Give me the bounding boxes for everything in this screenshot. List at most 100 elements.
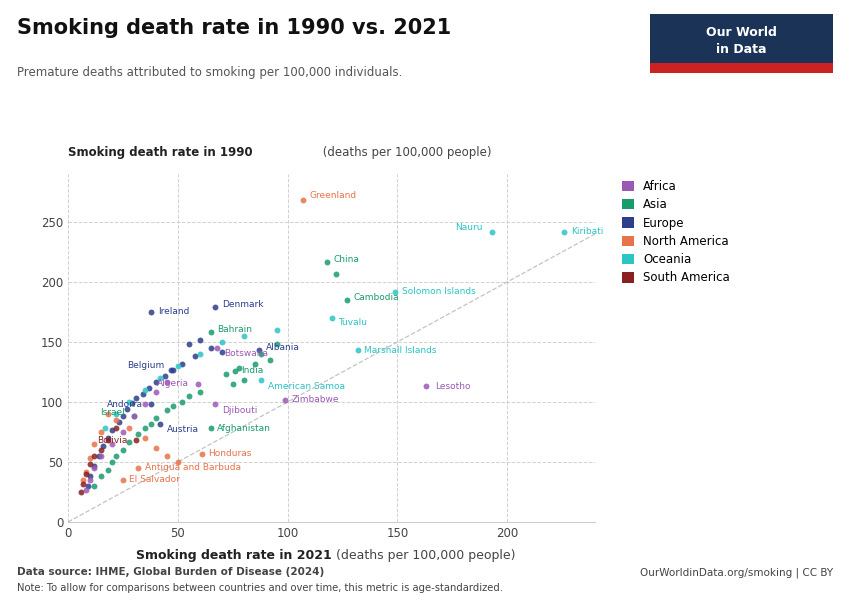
Text: Albania: Albania: [265, 343, 299, 352]
Point: [83, 472, 97, 481]
Legend: Africa, Asia, Europe, North America, Oceania, South America: Africa, Asia, Europe, North America, Oce…: [622, 180, 730, 284]
Point: [175, 359, 189, 368]
Point: [127, 412, 140, 421]
Text: Denmark: Denmark: [222, 300, 264, 310]
Point: [211, 343, 224, 353]
Text: in Data: in Data: [717, 43, 767, 56]
Text: Andorra: Andorra: [106, 400, 143, 409]
Point: [96, 442, 110, 451]
Point: [149, 413, 162, 422]
Point: [79, 467, 93, 476]
Point: [110, 451, 123, 461]
Point: [351, 346, 365, 355]
Text: China: China: [334, 254, 360, 263]
Point: [138, 385, 151, 395]
Point: [219, 370, 233, 379]
Point: [226, 379, 240, 389]
Point: [485, 227, 499, 236]
Point: [79, 469, 93, 479]
Point: [144, 307, 158, 317]
Text: Data source: IHME, Global Burden of Disease (2024): Data source: IHME, Global Burden of Dise…: [17, 567, 324, 577]
Point: [88, 439, 101, 449]
Point: [149, 377, 162, 386]
Point: [232, 364, 246, 373]
Point: [105, 425, 119, 434]
Point: [138, 424, 151, 433]
Text: Marshall Islands: Marshall Islands: [365, 346, 437, 355]
Text: Nauru: Nauru: [456, 223, 483, 232]
Text: Cambodia: Cambodia: [354, 293, 399, 302]
Point: [94, 427, 108, 437]
Point: [160, 451, 173, 461]
Point: [132, 430, 145, 439]
Point: [204, 343, 218, 353]
Point: [132, 463, 145, 473]
Point: [167, 401, 180, 410]
Point: [105, 457, 119, 467]
Text: Antigua and Barbuda: Antigua and Barbuda: [144, 463, 241, 473]
Point: [175, 397, 189, 407]
Point: [149, 388, 162, 397]
Point: [215, 347, 229, 356]
Point: [88, 461, 101, 470]
Point: [149, 443, 162, 452]
Point: [252, 346, 266, 355]
Point: [193, 349, 207, 359]
Point: [127, 412, 140, 421]
Point: [167, 365, 180, 374]
Point: [340, 295, 354, 305]
Text: Smoking death rate in 1990 vs. 2021: Smoking death rate in 1990 vs. 2021: [17, 18, 451, 38]
Text: Tuvalu: Tuvalu: [338, 318, 367, 328]
Point: [111, 418, 125, 427]
Text: OurWorldinData.org/smoking | CC BY: OurWorldinData.org/smoking | CC BY: [640, 567, 833, 577]
Point: [193, 388, 207, 397]
Point: [105, 439, 119, 449]
Point: [204, 424, 218, 433]
Point: [388, 287, 402, 296]
Point: [189, 352, 202, 361]
Point: [208, 302, 222, 312]
Point: [83, 454, 97, 463]
Point: [88, 481, 101, 491]
Point: [121, 404, 134, 414]
Point: [100, 433, 114, 443]
Text: Smoking death rate in 2021: Smoking death rate in 2021: [136, 549, 332, 562]
Point: [193, 335, 207, 344]
Point: [160, 377, 173, 386]
Point: [143, 383, 156, 392]
Point: [269, 325, 283, 335]
Point: [160, 406, 173, 415]
Point: [100, 436, 114, 445]
Point: [76, 475, 90, 485]
Point: [144, 400, 158, 409]
Point: [153, 373, 167, 383]
Point: [171, 457, 184, 467]
Point: [158, 371, 172, 380]
Point: [116, 412, 130, 421]
Point: [122, 437, 136, 446]
Point: [76, 479, 90, 488]
Point: [190, 379, 204, 389]
Point: [269, 340, 283, 349]
Point: [237, 376, 251, 385]
Point: [182, 391, 196, 401]
Point: [237, 331, 251, 341]
Point: [138, 400, 151, 409]
Text: India: India: [241, 366, 264, 376]
Point: [99, 424, 112, 433]
Point: [88, 451, 101, 461]
Text: Bolivia: Bolivia: [97, 436, 128, 445]
Point: [320, 257, 334, 266]
Text: Honduras: Honduras: [208, 449, 252, 458]
Text: Afghanistan: Afghanistan: [218, 424, 271, 433]
Point: [88, 463, 101, 473]
Point: [110, 415, 123, 425]
Text: Kiribati: Kiribati: [571, 227, 604, 236]
Point: [129, 394, 143, 403]
Point: [182, 340, 196, 349]
Text: Lesotho: Lesotho: [434, 382, 470, 391]
Point: [81, 481, 94, 491]
Point: [83, 460, 97, 469]
Point: [122, 397, 136, 407]
Text: (deaths per 100,000 people): (deaths per 100,000 people): [332, 549, 515, 562]
